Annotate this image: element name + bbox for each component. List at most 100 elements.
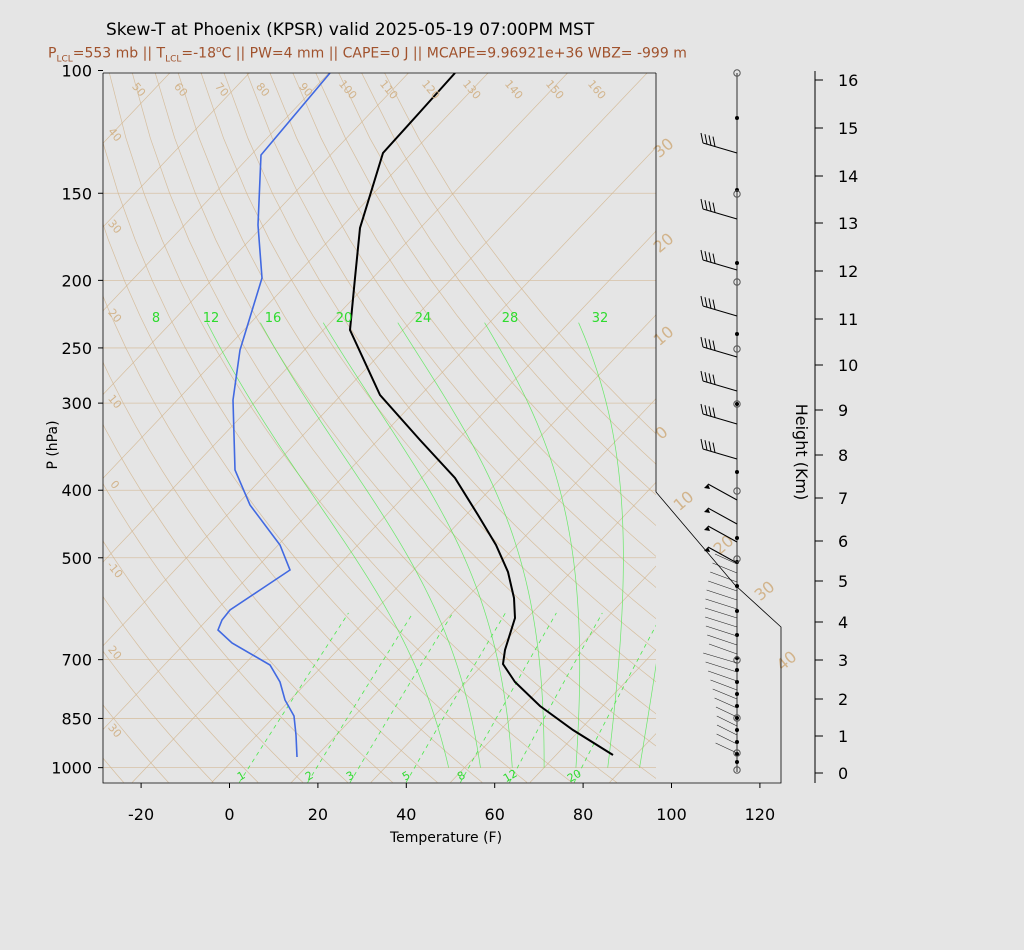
- wind-barb-feather: [704, 405, 708, 416]
- wetbulb-label: 20: [336, 311, 353, 326]
- wetbulb-label: 16: [265, 311, 282, 326]
- wind-barb-shaft: [705, 625, 738, 637]
- height-tick-label: 5: [838, 572, 848, 591]
- wind-barb-feather: [704, 338, 708, 349]
- wind-barb-feather: [712, 442, 716, 453]
- wind-barb-shaft: [716, 733, 738, 745]
- dry-adiabat-line: [200, 73, 656, 683]
- wind-barb-shaft: [714, 553, 738, 565]
- wind-barb-feather: [708, 135, 712, 146]
- wind-barb-feather: [712, 202, 716, 213]
- dry-adiabat-line: [223, 73, 656, 651]
- isotherm-line: [103, 73, 409, 395]
- wind-barb-shaft: [705, 616, 738, 628]
- dry-adiabat-line: [384, 73, 656, 435]
- subtitle-plcl-value: =553 mb || T: [72, 45, 166, 62]
- wind-barb-feather: [712, 136, 716, 147]
- subtitle-tlcl-sub: LCL: [165, 54, 182, 65]
- mixing-ratio-line: [460, 612, 557, 783]
- height-tick-label: 3: [838, 651, 848, 670]
- wind-barb-feather: [700, 295, 704, 307]
- wind-barb-shaft: [714, 697, 738, 709]
- wind-barb-feather: [704, 200, 708, 211]
- wind-level-dot: [735, 740, 739, 744]
- subtitle-plcl-sub: LCL: [56, 54, 73, 65]
- wind-barb-flag: [704, 526, 710, 531]
- wind-barb: [700, 336, 738, 358]
- height-marker-circle: [733, 749, 741, 757]
- dry-adiabat-line: [103, 295, 483, 783]
- wind-barb-feather: [708, 373, 712, 384]
- isotherm-label: 30: [751, 577, 779, 605]
- x-tick-label: 120: [745, 805, 776, 824]
- height-tick-label: 14: [838, 167, 858, 186]
- y-tick-label: 700: [61, 651, 92, 670]
- wetbulb-label: 28: [502, 311, 519, 326]
- isotherm-line: [211, 314, 656, 783]
- dry-adiabat-line: [103, 596, 259, 783]
- wind-barb-feather: [708, 339, 712, 350]
- height-tick-label: 13: [838, 214, 858, 233]
- wind-barb-shaft: [702, 380, 738, 392]
- moist-adiabat-line: [322, 322, 513, 768]
- mixing-ratio-label: 12: [501, 767, 520, 785]
- dry-adiabat-line: [103, 540, 304, 783]
- x-tick-label: 20: [308, 805, 328, 824]
- wind-barb-feather: [700, 336, 704, 348]
- x-tick-label: 40: [396, 805, 416, 824]
- wind-level-dot: [735, 536, 739, 540]
- height-tick-label: 7: [838, 489, 848, 508]
- wind-barb: [700, 132, 738, 154]
- x-tick-label: 0: [224, 805, 234, 824]
- height-marker-circle: [733, 487, 741, 495]
- isotherm-line: [370, 481, 656, 783]
- wind-barb-feather: [700, 370, 704, 382]
- height-marker-circle: [733, 400, 741, 408]
- y-tick-label: 850: [61, 709, 92, 728]
- dry-adiabat-line: [292, 73, 656, 557]
- y-tick-label: 250: [61, 339, 92, 358]
- y-tick-label: 150: [61, 184, 92, 203]
- mixing-ratio-line: [238, 612, 349, 783]
- wind-barb-shaft: [716, 715, 738, 727]
- subtitle-plcl-prefix: P: [48, 45, 57, 62]
- wind-barb: [704, 507, 738, 525]
- height-tick-label: 0: [838, 764, 848, 783]
- mixing-ratio-line: [349, 612, 454, 783]
- wind-level-dot: [735, 609, 739, 613]
- wind-barb-flag: [704, 508, 710, 513]
- wind-barb-shaft: [707, 525, 738, 543]
- wind-barb-feather: [700, 438, 704, 450]
- wind-barb: [700, 438, 738, 460]
- wind-barb-shaft: [702, 305, 738, 317]
- isotherm-line: [103, 146, 656, 730]
- isotherm-line: [103, 73, 648, 647]
- wind-barb-feather: [708, 252, 712, 263]
- y-tick-label: 300: [61, 394, 92, 413]
- height-marker-circle: [733, 555, 741, 563]
- wind-barb-shaft: [707, 634, 738, 646]
- wind-barb-feather: [700, 132, 704, 144]
- dry-adiabat-line: [177, 73, 656, 715]
- wind-level-dot: [735, 752, 739, 756]
- dry-adiabat-line: [338, 73, 656, 496]
- height-marker-circle: [733, 714, 741, 722]
- y-tick-label: 100: [61, 62, 92, 81]
- height-marker-circle: [733, 69, 741, 77]
- height-tick-label: 15: [838, 119, 858, 138]
- wind-barb-feather: [712, 340, 716, 351]
- wind-barb-shaft: [708, 643, 738, 655]
- wind-level-dot: [735, 716, 739, 720]
- mixing-ratio-line: [405, 612, 506, 783]
- wind-barb-shaft: [712, 562, 738, 574]
- wind-barb-shaft: [708, 580, 738, 592]
- wind-barb-shaft: [706, 589, 738, 601]
- isotherm-line: [291, 398, 656, 783]
- mixing-ratio-line: [509, 612, 603, 783]
- height-tick-label: 2: [838, 690, 848, 709]
- wind-level-dot: [735, 704, 739, 708]
- isotherm-label: 40: [773, 647, 801, 675]
- wind-barb-feather: [700, 198, 704, 210]
- y-tick-label: 200: [61, 271, 92, 290]
- wind-level-dot: [735, 261, 739, 265]
